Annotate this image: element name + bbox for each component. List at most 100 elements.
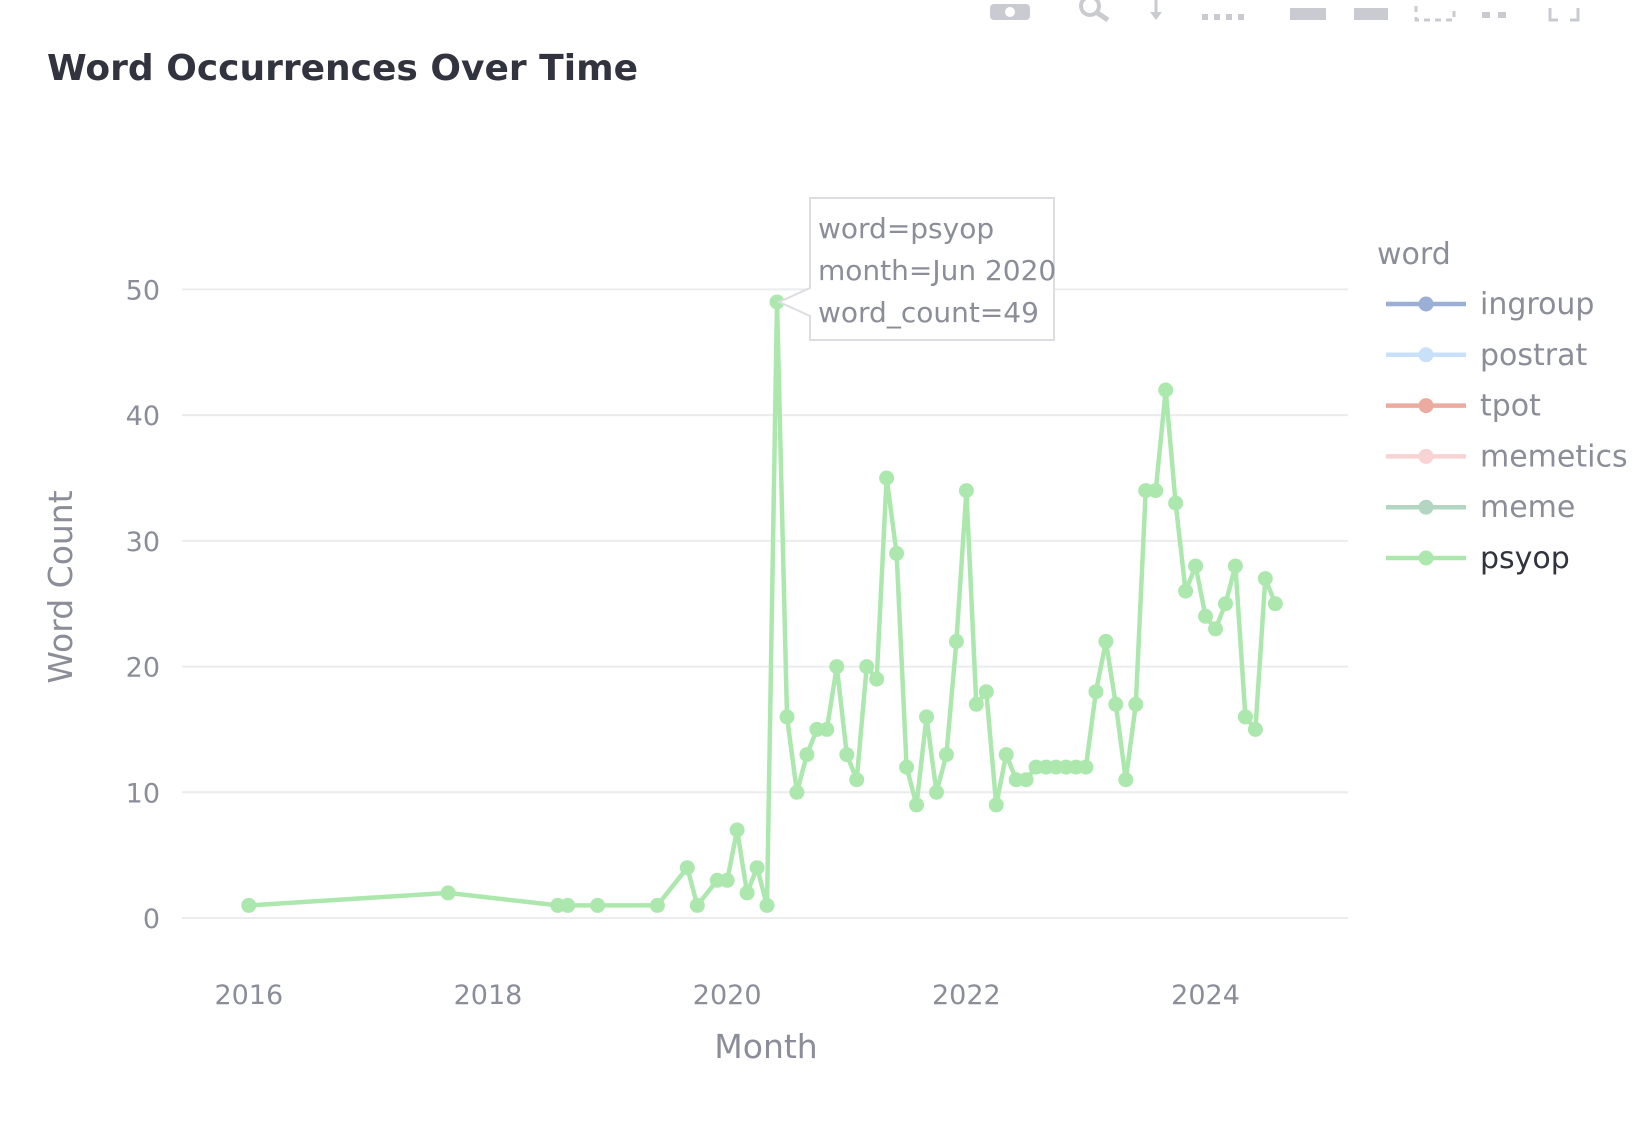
- data-point[interactable]: [739, 885, 755, 901]
- tooltip-line: month=Jun 2020: [818, 254, 1056, 287]
- y-tick-label: 50: [126, 275, 160, 306]
- y-axis-title: Word Count: [41, 490, 80, 683]
- legend-title: word: [1377, 237, 1451, 272]
- legend-marker: [1418, 296, 1434, 312]
- data-point[interactable]: [789, 784, 805, 800]
- data-point[interactable]: [938, 747, 954, 763]
- data-point[interactable]: [1148, 483, 1164, 499]
- data-point[interactable]: [829, 659, 845, 675]
- data-point[interactable]: [1188, 558, 1204, 574]
- y-axis-ticks: 0 10 20 30 40 50: [126, 275, 160, 935]
- x-axis-ticks: 2016 2018 2020 2022 2024: [214, 980, 1239, 1011]
- data-point[interactable]: [968, 696, 984, 712]
- data-point[interactable]: [729, 822, 745, 838]
- data-point[interactable]: [1178, 583, 1194, 599]
- gridlines: [182, 288, 1348, 919]
- tooltip-line: word_count=49: [818, 296, 1039, 329]
- zoom-in-icon[interactable]: [1352, 0, 1390, 22]
- zoom-out-icon[interactable]: [1414, 0, 1456, 22]
- legend-marker: [1418, 550, 1434, 566]
- data-point[interactable]: [1158, 382, 1174, 398]
- data-point[interactable]: [440, 885, 456, 901]
- modebar: [988, 0, 1628, 28]
- tooltip-line: word=psyop: [818, 212, 994, 245]
- data-point[interactable]: [1257, 571, 1273, 587]
- data-point[interactable]: [1098, 633, 1114, 649]
- data-point[interactable]: [1128, 696, 1144, 712]
- data-point[interactable]: [590, 897, 606, 913]
- lasso-icon[interactable]: [1200, 0, 1248, 22]
- data-point[interactable]: [1118, 772, 1134, 788]
- data-point[interactable]: [241, 897, 257, 913]
- data-point[interactable]: [889, 545, 905, 561]
- autoscale-icon[interactable]: [1480, 0, 1508, 22]
- data-point[interactable]: [899, 759, 915, 775]
- legend-item-ingroup[interactable]: ingroup: [1386, 287, 1594, 322]
- data-point[interactable]: [679, 860, 695, 876]
- data-point[interactable]: [649, 897, 665, 913]
- data-point[interactable]: [998, 747, 1014, 763]
- hover-tooltip: word=psyop month=Jun 2020 word_count=49: [776, 197, 1056, 341]
- data-point[interactable]: [958, 483, 974, 499]
- legend-item-psyop[interactable]: psyop: [1386, 541, 1570, 576]
- x-tick-label: 2020: [693, 980, 762, 1011]
- data-point[interactable]: [919, 709, 934, 725]
- series-line-psyop: [248, 299, 1278, 908]
- x-tick-label: 2016: [214, 980, 283, 1011]
- data-point[interactable]: [719, 872, 735, 888]
- data-point[interactable]: [1237, 709, 1253, 725]
- legend-label: ingroup: [1480, 287, 1594, 322]
- y-tick-label: 20: [126, 653, 160, 684]
- data-point[interactable]: [1088, 684, 1104, 700]
- zoom-icon[interactable]: [1076, 0, 1112, 22]
- data-point[interactable]: [759, 897, 775, 913]
- data-point[interactable]: [879, 470, 895, 486]
- data-point[interactable]: [1267, 596, 1283, 612]
- legend-item-memetics[interactable]: memetics: [1386, 439, 1628, 474]
- data-point[interactable]: [978, 684, 994, 700]
- x-tick-label: 2022: [932, 980, 1001, 1011]
- data-point[interactable]: [1247, 721, 1263, 737]
- data-point[interactable]: [819, 721, 835, 737]
- x-tick-label: 2018: [454, 980, 523, 1011]
- data-point[interactable]: [689, 897, 705, 913]
- data-point[interactable]: [988, 797, 1004, 813]
- data-point[interactable]: [779, 709, 795, 725]
- data-point[interactable]: [859, 659, 875, 675]
- pan-icon[interactable]: [1148, 0, 1164, 22]
- legend-label: postrat: [1480, 338, 1588, 373]
- data-point[interactable]: [1078, 759, 1094, 775]
- data-point[interactable]: [1018, 772, 1034, 788]
- data-point[interactable]: [1168, 495, 1184, 511]
- data-point[interactable]: [560, 897, 576, 913]
- data-point[interactable]: [799, 747, 815, 763]
- data-point[interactable]: [849, 772, 865, 788]
- data-point[interactable]: [1198, 608, 1213, 624]
- data-point[interactable]: [929, 784, 944, 800]
- legend-item-postrat[interactable]: postrat: [1386, 338, 1588, 373]
- data-point[interactable]: [1218, 596, 1233, 612]
- data-point[interactable]: [869, 671, 885, 687]
- box-select-icon[interactable]: [1288, 0, 1328, 22]
- legend-marker: [1418, 347, 1434, 363]
- legend-marker: [1418, 499, 1434, 515]
- series-layer: [241, 294, 1283, 913]
- legend-item-meme[interactable]: meme: [1386, 490, 1575, 525]
- legend-label: psyop: [1480, 541, 1570, 576]
- x-axis-title: Month: [714, 1027, 817, 1066]
- y-tick-label: 10: [126, 778, 160, 809]
- data-point[interactable]: [1208, 621, 1223, 637]
- legend-item-tpot[interactable]: tpot: [1386, 389, 1541, 424]
- fullscreen-icon[interactable]: [1548, 0, 1580, 22]
- data-point[interactable]: [948, 633, 964, 649]
- data-point[interactable]: [839, 747, 855, 763]
- data-point[interactable]: [749, 860, 765, 876]
- camera-icon[interactable]: [988, 0, 1032, 22]
- legend: word ingroup postrat tpot memetics meme psyop: [1377, 237, 1628, 576]
- data-point[interactable]: [909, 797, 924, 813]
- data-point[interactable]: [1227, 558, 1243, 574]
- data-point[interactable]: [1108, 696, 1124, 712]
- y-tick-label: 0: [143, 904, 160, 935]
